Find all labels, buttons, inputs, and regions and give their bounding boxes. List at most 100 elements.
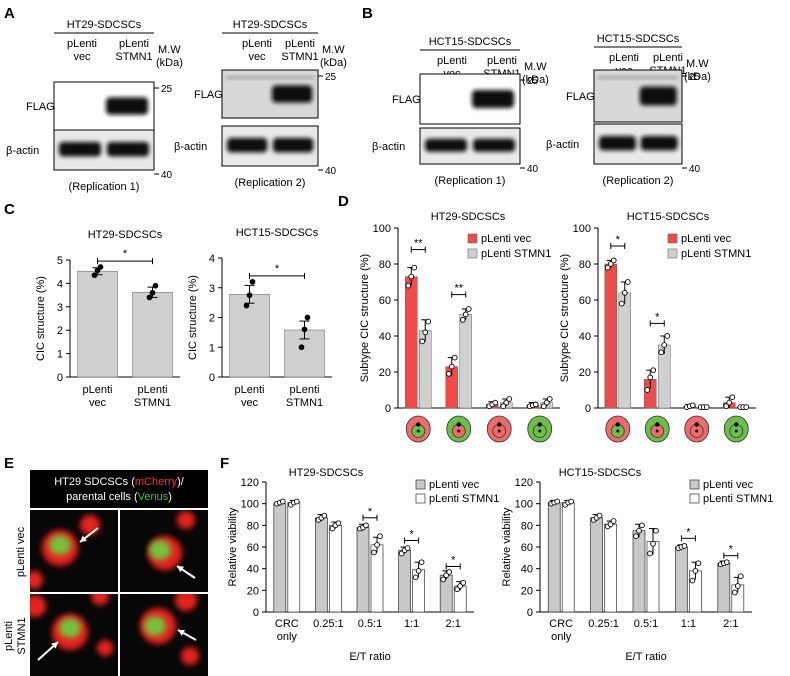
microscopy-cells xyxy=(140,594,199,665)
y-axis-label: Subtype CIC structure (%) xyxy=(359,254,371,382)
y-tick-label: 20 xyxy=(521,585,533,597)
chart-f-hct15: HCT15-SDCSCs Relative viability 0 20 40 60 80 1… xyxy=(501,467,773,663)
y-tick-label: 2 xyxy=(57,325,63,337)
venus-cell xyxy=(144,616,166,636)
data-point xyxy=(621,289,628,296)
data-point xyxy=(734,583,741,589)
y-tick-label: 0 xyxy=(385,403,391,415)
actin-row-label: β-actin xyxy=(6,145,39,157)
y-tick-label: 0 xyxy=(57,372,63,384)
y-tick-label: 60 xyxy=(247,542,259,554)
y-tick-label: 20 xyxy=(579,367,591,379)
mw-40: 40 xyxy=(527,164,539,175)
nucleus-icon xyxy=(537,422,542,427)
x-tick-label: only xyxy=(277,631,298,643)
mw-label: M.W xyxy=(524,61,547,73)
bar xyxy=(273,503,287,613)
data-point xyxy=(703,404,710,410)
data-point xyxy=(647,374,654,381)
blot-caption: (Replication 1) xyxy=(435,175,506,187)
x-tick-label: CRC xyxy=(275,618,299,630)
y-tick-label: 1 xyxy=(57,349,63,361)
data-point xyxy=(465,306,472,312)
data-point xyxy=(460,579,467,586)
y-tick-label: 80 xyxy=(379,259,391,271)
data-point xyxy=(723,559,730,566)
data-point xyxy=(568,498,575,505)
data-point xyxy=(532,401,539,408)
significance-label: * xyxy=(616,234,621,246)
legend-label: pLenti STMN1 xyxy=(681,248,751,260)
legend-swatch xyxy=(467,248,478,259)
x-tick-label: 0.5:1 xyxy=(358,618,382,630)
flag-band xyxy=(639,86,677,106)
x-tick-label: CRC xyxy=(549,618,573,630)
data-point xyxy=(418,559,425,566)
data-point xyxy=(737,573,744,580)
legend-label: pLenti vec xyxy=(481,233,532,245)
blot-caption: (Replication 1) xyxy=(69,181,140,193)
mw-unit: (kDa) xyxy=(684,71,711,83)
data-point xyxy=(596,512,603,519)
data-point xyxy=(412,574,419,581)
arrow-head-icon xyxy=(80,535,87,542)
microscopy-panel: HT29 SDCSCs (mCherry)/ parental cells (Ve… xyxy=(3,470,208,676)
row-label-vec: pLenti vec xyxy=(15,526,27,577)
legend-label: pLenti vec xyxy=(703,479,754,491)
x-axis-label: E/T ratio xyxy=(625,651,666,663)
chart-d-hct15: HCT15-SDCSCs Subtype CIC structure (%) 0 20… xyxy=(559,211,756,443)
data-point xyxy=(503,399,510,406)
venus-cell xyxy=(59,618,81,638)
actin-band xyxy=(640,136,678,151)
significance-label: * xyxy=(451,555,456,567)
data-point xyxy=(411,264,418,271)
y-tick-label: 40 xyxy=(521,564,533,576)
significance-label: * xyxy=(655,311,660,323)
significance-label: ** xyxy=(414,238,423,250)
y-tick-label: 80 xyxy=(247,520,259,532)
microscopy-cells xyxy=(30,594,113,656)
y-tick-label: 80 xyxy=(521,520,533,532)
lane-label-vec: pLenti xyxy=(67,38,97,50)
mcherry-cell xyxy=(181,647,199,665)
venus-cell xyxy=(49,535,71,555)
actin-band xyxy=(59,142,101,157)
legend-label: pLenti STMN1 xyxy=(429,493,499,505)
nucleus-icon xyxy=(655,422,660,427)
blot-caption: (Replication 2) xyxy=(603,175,674,187)
y-tick-label: 20 xyxy=(379,367,391,379)
data-point xyxy=(695,560,702,567)
mw-40: 40 xyxy=(325,166,337,177)
data-point xyxy=(726,399,733,406)
flag-row-label: FLAG xyxy=(26,101,55,113)
x-tick-label: pLenti xyxy=(290,384,320,396)
data-point xyxy=(94,267,101,274)
nucleus-icon xyxy=(734,429,738,433)
data-point xyxy=(97,264,104,270)
data-point xyxy=(243,302,250,309)
microscopy-title-box xyxy=(30,470,208,508)
x-tick-label: 0.25:1 xyxy=(313,618,344,630)
x-tick-label: pLenti xyxy=(138,384,168,396)
significance-label: * xyxy=(409,529,414,541)
y-axis-label: CIC structure (%) xyxy=(35,276,47,361)
y-tick-label: 0 xyxy=(209,372,215,384)
y-axis-label: Relative viability xyxy=(501,507,513,586)
mw-25: 25 xyxy=(527,76,539,87)
data-point xyxy=(658,349,665,356)
lane-label-stmn1: pLenti xyxy=(487,55,517,67)
bar xyxy=(287,502,301,613)
data-point xyxy=(249,278,256,285)
x-tick-label: 1:1 xyxy=(681,618,696,630)
y-tick-label: 1 xyxy=(209,342,215,354)
data-point xyxy=(607,261,614,267)
title-text: HT29 SDCSCs ( xyxy=(54,476,135,488)
actin-band xyxy=(425,138,467,152)
legend-swatch xyxy=(689,479,700,490)
data-point xyxy=(408,273,415,280)
legend-swatch xyxy=(667,233,678,244)
data-point xyxy=(404,545,411,551)
mw-25: 25 xyxy=(161,84,173,95)
chart-c-hct15: HCT15-SDCSCs CIC structure (%) 0 1 2 3 4 pLenti… xyxy=(187,227,332,409)
